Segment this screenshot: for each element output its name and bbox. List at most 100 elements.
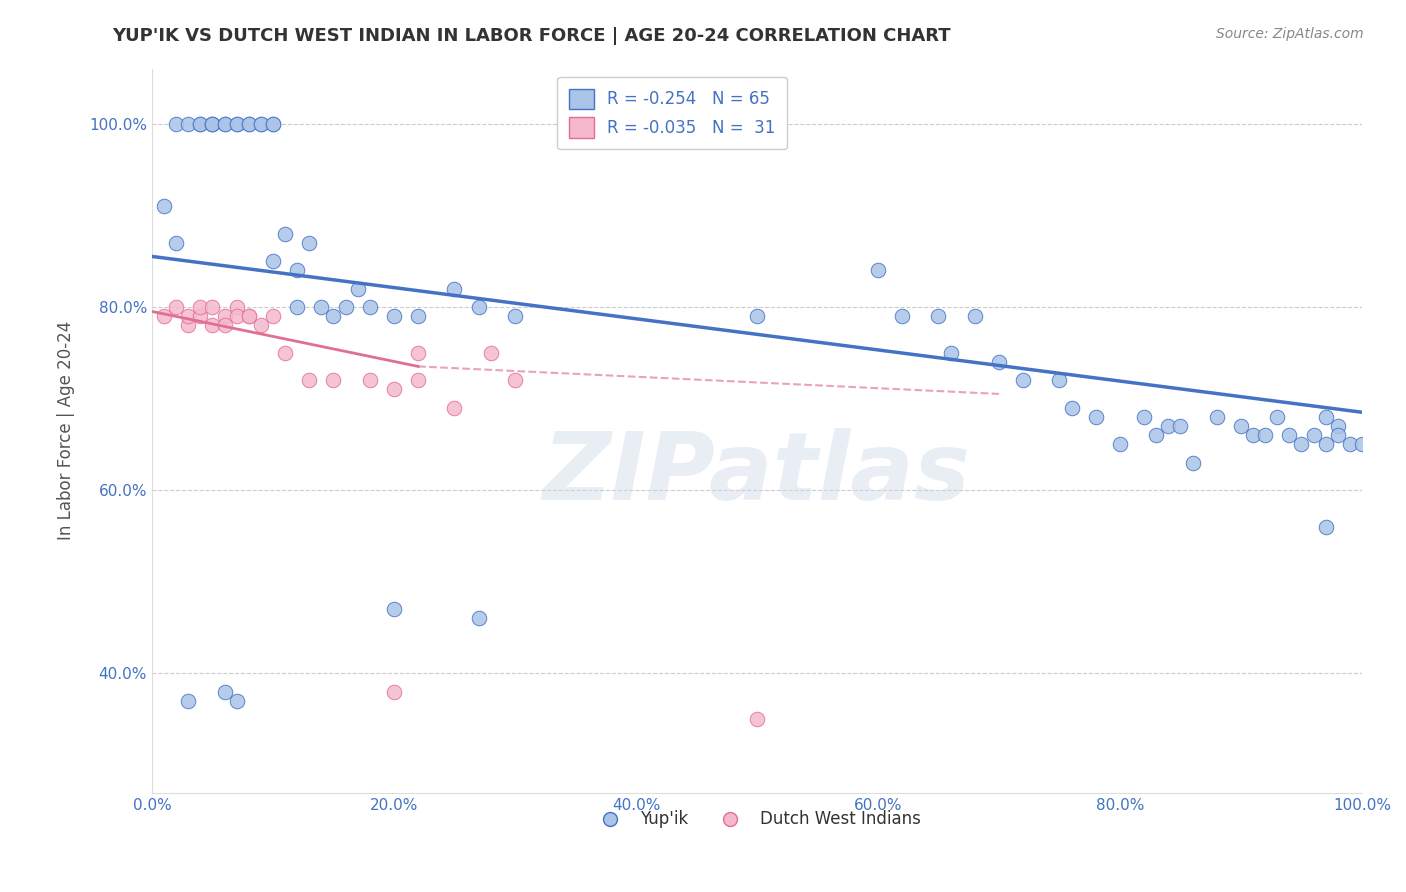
Point <box>188 116 211 130</box>
Point <box>359 373 381 387</box>
Point <box>322 373 344 387</box>
Point <box>866 263 889 277</box>
Point <box>963 309 986 323</box>
Point <box>467 300 489 314</box>
Point <box>177 318 200 333</box>
Point <box>274 227 297 241</box>
Point <box>298 373 321 387</box>
Point <box>335 300 357 314</box>
Point <box>214 116 236 130</box>
Point <box>1291 437 1313 451</box>
Point <box>153 199 176 213</box>
Point <box>382 382 405 396</box>
Point <box>225 309 247 323</box>
Point <box>285 300 308 314</box>
Point <box>406 373 429 387</box>
Point <box>503 373 526 387</box>
Point <box>250 116 273 130</box>
Point <box>988 355 1011 369</box>
Point <box>214 116 236 130</box>
Point <box>1060 401 1083 415</box>
Point <box>311 300 333 314</box>
Point <box>238 116 260 130</box>
Point <box>479 345 502 359</box>
Point <box>250 318 273 333</box>
Point <box>225 116 247 130</box>
Point <box>177 694 200 708</box>
Point <box>225 116 247 130</box>
Point <box>443 281 465 295</box>
Point <box>406 309 429 323</box>
Point <box>262 116 284 130</box>
Legend: Yup'ik, Dutch West Indians: Yup'ik, Dutch West Indians <box>586 804 928 835</box>
Point <box>238 116 260 130</box>
Point <box>382 602 405 616</box>
Point <box>201 318 224 333</box>
Point <box>298 235 321 250</box>
Point <box>214 685 236 699</box>
Point <box>359 300 381 314</box>
Point <box>346 281 368 295</box>
Point <box>1144 428 1167 442</box>
Point <box>1351 437 1374 451</box>
Y-axis label: In Labor Force | Age 20-24: In Labor Force | Age 20-24 <box>58 321 75 541</box>
Point <box>1326 419 1348 434</box>
Point <box>201 116 224 130</box>
Point <box>503 309 526 323</box>
Point <box>1278 428 1301 442</box>
Point <box>177 116 200 130</box>
Text: YUP'IK VS DUTCH WEST INDIAN IN LABOR FORCE | AGE 20-24 CORRELATION CHART: YUP'IK VS DUTCH WEST INDIAN IN LABOR FOR… <box>112 27 950 45</box>
Point <box>1315 520 1337 534</box>
Point <box>1241 428 1264 442</box>
Point <box>939 345 962 359</box>
Point <box>1109 437 1132 451</box>
Text: Source: ZipAtlas.com: Source: ZipAtlas.com <box>1216 27 1364 41</box>
Point <box>214 309 236 323</box>
Point <box>891 309 914 323</box>
Point <box>1315 437 1337 451</box>
Point <box>165 116 187 130</box>
Point <box>1170 419 1192 434</box>
Point <box>1133 409 1156 424</box>
Point <box>1049 373 1071 387</box>
Point <box>250 116 273 130</box>
Point <box>225 694 247 708</box>
Point <box>1181 456 1204 470</box>
Point <box>1230 419 1253 434</box>
Point <box>1339 437 1361 451</box>
Point <box>382 685 405 699</box>
Point <box>1254 428 1277 442</box>
Point <box>745 309 768 323</box>
Point <box>927 309 949 323</box>
Text: ZIPatlas: ZIPatlas <box>543 428 972 520</box>
Point <box>1205 409 1227 424</box>
Point <box>165 235 187 250</box>
Point <box>1302 428 1324 442</box>
Point <box>274 345 297 359</box>
Point <box>177 309 200 323</box>
Point <box>188 309 211 323</box>
Point <box>322 309 344 323</box>
Point <box>153 309 176 323</box>
Point <box>443 401 465 415</box>
Point <box>262 254 284 268</box>
Point <box>201 116 224 130</box>
Point <box>238 309 260 323</box>
Point <box>201 300 224 314</box>
Point <box>1084 409 1107 424</box>
Point <box>1157 419 1180 434</box>
Point <box>188 300 211 314</box>
Point <box>285 263 308 277</box>
Point <box>214 318 236 333</box>
Point <box>467 611 489 625</box>
Point <box>406 345 429 359</box>
Point <box>165 300 187 314</box>
Point <box>238 309 260 323</box>
Point <box>1326 428 1348 442</box>
Point <box>1012 373 1035 387</box>
Point <box>262 116 284 130</box>
Point <box>225 300 247 314</box>
Point <box>1315 409 1337 424</box>
Point <box>1265 409 1288 424</box>
Point <box>382 309 405 323</box>
